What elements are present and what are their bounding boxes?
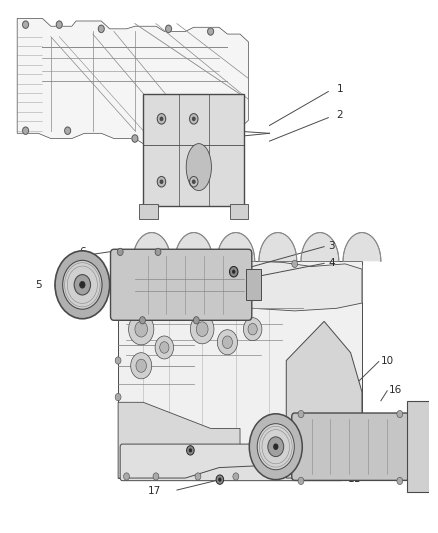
Circle shape [98,25,104,33]
Circle shape [56,21,62,28]
Text: 10: 10 [381,356,394,366]
Polygon shape [286,321,362,478]
Circle shape [65,127,71,134]
Circle shape [55,251,110,319]
Circle shape [193,117,195,120]
Polygon shape [133,232,171,261]
Circle shape [115,357,121,364]
Circle shape [190,114,198,124]
Circle shape [155,248,161,255]
Bar [230,204,248,220]
Circle shape [80,281,85,288]
Circle shape [190,176,198,187]
Circle shape [187,446,194,455]
FancyBboxPatch shape [120,444,343,481]
Text: 18: 18 [150,452,163,462]
Ellipse shape [186,143,212,191]
Circle shape [131,353,152,379]
Circle shape [153,473,159,480]
Polygon shape [301,232,339,261]
Circle shape [216,130,222,137]
Circle shape [216,475,224,484]
FancyBboxPatch shape [143,94,244,206]
Text: 5: 5 [35,280,42,290]
Circle shape [63,260,102,309]
Circle shape [140,317,145,324]
Circle shape [115,393,121,401]
Circle shape [166,25,172,33]
Circle shape [195,473,201,480]
Text: 11: 11 [348,473,361,483]
Circle shape [124,473,130,480]
Circle shape [223,336,233,349]
Circle shape [193,180,195,183]
Text: 6: 6 [79,247,86,257]
Circle shape [292,260,298,268]
Circle shape [273,443,279,450]
Circle shape [174,260,180,268]
Circle shape [191,314,214,344]
Polygon shape [118,402,240,478]
Circle shape [160,342,169,353]
Circle shape [434,432,438,436]
Circle shape [230,266,238,277]
Circle shape [298,410,304,418]
Circle shape [160,117,163,120]
Text: 16: 16 [389,385,403,395]
Circle shape [74,274,91,295]
Circle shape [244,318,262,341]
FancyBboxPatch shape [110,249,252,320]
Polygon shape [127,261,362,311]
Circle shape [298,477,304,484]
Circle shape [233,473,239,480]
Text: 2: 2 [337,110,343,120]
Circle shape [257,424,294,470]
Circle shape [135,321,148,337]
FancyBboxPatch shape [292,413,409,480]
Circle shape [232,270,235,274]
Circle shape [248,324,257,335]
Circle shape [129,313,154,345]
Circle shape [208,28,214,35]
Bar [139,204,158,220]
Circle shape [268,437,284,457]
Circle shape [249,414,302,480]
Circle shape [157,114,166,124]
Circle shape [155,336,173,359]
Text: 1: 1 [337,84,343,94]
Text: 4: 4 [328,258,335,268]
Polygon shape [175,232,213,261]
Bar [246,269,261,301]
Polygon shape [17,19,248,144]
Polygon shape [259,232,297,261]
Circle shape [397,410,403,418]
Circle shape [117,248,123,255]
Circle shape [132,135,138,142]
Circle shape [157,176,166,187]
Circle shape [23,127,28,134]
Circle shape [233,260,239,268]
Circle shape [397,477,403,484]
Circle shape [124,260,130,268]
Text: 17: 17 [148,486,161,496]
Circle shape [23,21,28,28]
Circle shape [217,330,237,355]
FancyBboxPatch shape [118,261,362,478]
Circle shape [193,317,199,324]
Text: 3: 3 [328,240,335,251]
Circle shape [433,429,438,438]
Circle shape [189,448,192,453]
Circle shape [160,180,163,183]
Circle shape [136,359,146,372]
Circle shape [218,478,222,482]
Polygon shape [343,232,381,261]
Bar [407,401,434,492]
Polygon shape [217,232,255,261]
Circle shape [196,322,208,336]
